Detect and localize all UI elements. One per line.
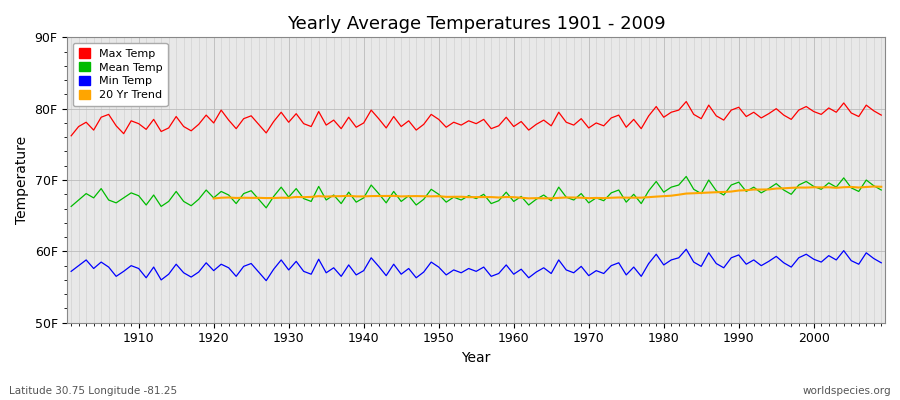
Title: Yearly Average Temperatures 1901 - 2009: Yearly Average Temperatures 1901 - 2009: [287, 15, 665, 33]
Y-axis label: Temperature: Temperature: [15, 136, 29, 224]
X-axis label: Year: Year: [462, 351, 490, 365]
Legend: Max Temp, Mean Temp, Min Temp, 20 Yr Trend: Max Temp, Mean Temp, Min Temp, 20 Yr Tre…: [73, 43, 167, 106]
Text: Latitude 30.75 Longitude -81.25: Latitude 30.75 Longitude -81.25: [9, 386, 177, 396]
Text: worldspecies.org: worldspecies.org: [803, 386, 891, 396]
